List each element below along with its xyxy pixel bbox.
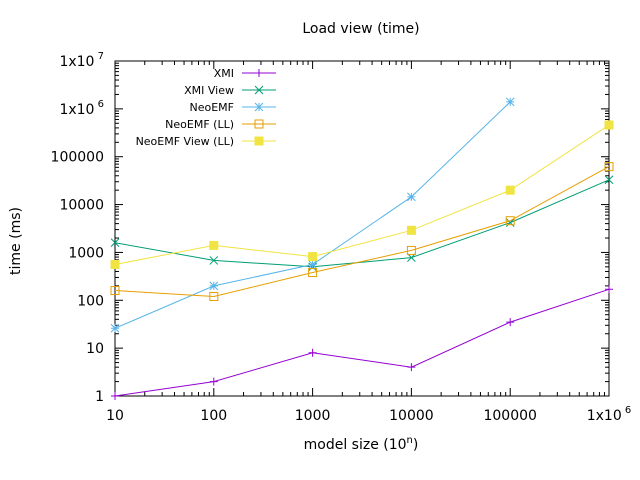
data-point-xmi-view [505,218,515,227]
data-point-neoemf-ll [110,286,120,296]
data-point-neoemf-ll [209,291,219,301]
data-point-xmi [209,377,218,386]
data-point-xmi [506,318,515,327]
plot-border [114,60,610,397]
data-point-neoemf [505,97,515,107]
x-axis-title-superscript: n [407,435,413,446]
legend-item-neoemf-view-ll: NeoEMF View (LL) [136,135,276,148]
data-point-neoemf-view-ll [406,225,416,235]
data-point-neoemf [209,281,219,291]
data-point-xmi-view [110,238,120,248]
x-tick-label: 100 [200,408,227,424]
x-tick-label: 1x10 6 [587,405,632,424]
legend-item-xmi: XMI [214,67,276,80]
data-point-neoemf-view-ll [110,259,120,269]
series-neoemf-view-ll [110,120,614,269]
x-tick-label: 10000 [389,408,434,424]
y-axis: 1 10 100 1000 10000 100000 1x10 6 1x10 7 [51,51,609,405]
data-point-xmi-view [209,256,219,265]
legend-swatch-marker [254,136,264,146]
y-tick-label: 100000 [51,150,104,166]
legend-swatch-marker [254,119,264,129]
plot-frame [114,60,610,397]
series-line-xmi-view [114,179,610,268]
y-tick-label: 10000 [59,198,104,214]
legend: XMI XMI View NeoEMF NeoEMF (LL) NeoEMF View … [136,67,276,148]
x-axis-title-base: model size (10 [304,437,407,453]
data-point-neoemf-ll [406,245,416,255]
x-tick-label: 1000 [295,408,331,424]
y-tick-label: 1x10 6 [59,99,104,118]
y-tick-label: 100 [77,293,104,309]
y-tick-label: 1000 [68,245,104,261]
data-point-xmi [111,392,119,400]
series-xmi [111,285,613,400]
series-layer [110,97,614,400]
chart-title: Load view (time) [302,21,419,37]
series-neoemf [110,97,515,333]
data-point-neoemf-view-ll [505,185,515,195]
series-xmi-view [110,175,614,272]
legend-label: XMI [214,67,234,80]
y-tick-label: 10 [86,341,104,357]
data-point-neoemf-ll [308,268,318,278]
data-point-xmi [605,285,613,294]
legend-label: NeoEMF (LL) [165,118,234,131]
data-point-xmi [407,363,416,372]
legend-swatch-marker [255,69,263,77]
data-point-xmi [308,348,317,357]
y-tick-label: 1 [95,389,104,405]
y-tick-label: 1x10 7 [59,51,104,70]
series-line-neoemf-view-ll [114,124,610,265]
x-axis-title-close: ) [413,437,418,453]
y-axis-title: time (ms) [8,207,24,275]
x-axis-title: model size (10n) [304,435,419,453]
data-point-neoemf-view-ll [604,120,614,130]
legend-item-xmi-view: XMI View [184,84,276,97]
legend-item-neoemf-ll: NeoEMF (LL) [165,118,276,131]
legend-label: NeoEMF View (LL) [136,135,234,148]
legend-item-neoemf: NeoEMF [190,101,276,114]
data-point-neoemf-view-ll [209,240,219,250]
series-line-neoemf-ll [114,166,610,298]
data-point-neoemf-view-ll [308,252,318,262]
data-point-neoemf-ll [604,162,614,172]
series-neoemf-ll [110,162,614,301]
x-tick-label: 100000 [483,408,536,424]
x-tick-label: 10 [106,408,124,424]
data-point-neoemf [407,192,416,202]
data-point-neoemf-ll [505,216,515,226]
series-line-xmi [114,288,610,397]
x-axis: 10 100 1000 10000 100000 1x10 6 [106,61,631,424]
legend-swatch-marker [254,85,264,95]
data-point-neoemf [308,260,317,269]
data-point-neoemf [110,323,120,333]
legend-swatch-marker [254,102,264,112]
legend-label: XMI View [184,84,234,97]
data-point-xmi-view [604,175,614,185]
legend-label: NeoEMF [190,101,235,114]
